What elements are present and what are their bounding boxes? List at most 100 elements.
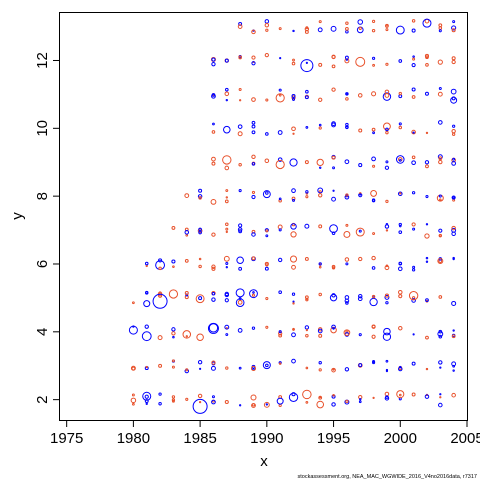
bubble-point (451, 225, 456, 231)
bubble-point (291, 97, 296, 101)
bubble-point (411, 19, 416, 23)
bubble-point (171, 395, 176, 399)
bubble-point (304, 26, 310, 32)
bubble-point (451, 25, 457, 31)
bubble-point (211, 232, 216, 237)
bubble-point (451, 300, 457, 306)
bubble-point (411, 160, 416, 166)
bubble-point (130, 365, 136, 371)
bubble-point (304, 325, 310, 330)
bubble-point (398, 59, 403, 63)
bubble-point (344, 194, 350, 200)
bubble-point (224, 324, 230, 330)
bubble-point (345, 193, 349, 197)
bubble-point (144, 324, 149, 329)
bubble-point (318, 327, 323, 332)
bubble-point-large (235, 288, 245, 298)
bubble-point (251, 326, 256, 330)
bubble-point (265, 98, 269, 102)
bubble-point (251, 232, 256, 237)
bubble-point (425, 298, 429, 303)
bubble-point (199, 367, 202, 370)
bubble-point (211, 57, 216, 62)
bubble-point (132, 402, 135, 406)
bubble-point (158, 291, 162, 295)
bubble-point (371, 28, 376, 33)
bubble-point (371, 127, 376, 132)
bubble-point (131, 393, 135, 397)
bubble-point (251, 29, 256, 35)
bubble-point (438, 194, 442, 198)
bubble-point (265, 363, 269, 368)
bubble-point-large (142, 391, 152, 401)
bubble-point (372, 232, 376, 236)
bubble-point (171, 327, 176, 332)
bubble-point (398, 393, 402, 397)
bubble-point (451, 132, 456, 136)
bubble-point (305, 334, 309, 338)
bubble-point (383, 327, 391, 336)
bubble-point (437, 331, 444, 337)
bubble-point (196, 333, 204, 341)
bubble-point (382, 92, 392, 101)
bubble-point (264, 19, 270, 24)
bubble-point (358, 363, 363, 368)
bubble-point (317, 187, 324, 194)
bubble-point (171, 398, 176, 402)
bubble-point (411, 361, 416, 366)
bubble-point (451, 227, 457, 233)
bubble-point (438, 159, 443, 165)
bubble-point (451, 56, 456, 61)
bubble-point (408, 290, 419, 301)
bubble-point (251, 256, 256, 261)
bubble-point (225, 222, 229, 227)
bubble-point (397, 266, 403, 272)
bubble-point (425, 194, 429, 199)
bubble-point (211, 93, 216, 99)
bubble-point (238, 223, 243, 228)
bubble-point (438, 29, 442, 33)
bubble-point (438, 234, 442, 238)
bubble-point (158, 266, 162, 271)
bubble-point (238, 366, 242, 370)
bubble-point (411, 95, 416, 99)
bubble-point (198, 400, 202, 404)
bubble-point (331, 231, 336, 236)
bubble-point (172, 265, 175, 268)
x-tick-label: 1975 (50, 430, 83, 447)
bubble-point (371, 266, 376, 270)
bubble-point (384, 165, 390, 170)
bubble-point (345, 122, 349, 127)
bubble-point (331, 122, 336, 128)
bubble-point (237, 299, 243, 305)
bubble-point (210, 198, 217, 205)
bubble-point (385, 199, 389, 204)
bubble-point (184, 290, 189, 295)
bubble-point (450, 88, 457, 95)
bubble-point (141, 331, 152, 342)
bubble-point (264, 261, 269, 266)
bubble-point (451, 161, 457, 166)
bubble-point (438, 26, 443, 30)
bubble-point (278, 290, 282, 295)
bubble-points (128, 18, 458, 414)
bubble-point (211, 395, 215, 399)
bubble-point (385, 130, 389, 135)
y-tick-label: 4 (34, 328, 51, 336)
bubble-point (184, 193, 190, 199)
bubble-point (452, 369, 455, 372)
y-axis: 2 4 6 8 10 12 (34, 52, 60, 404)
bubble-point (317, 27, 323, 33)
bubble-point (331, 367, 336, 373)
bubble-point (318, 224, 323, 229)
bubble-point (384, 396, 390, 401)
bubble-point (238, 99, 242, 102)
bubble-point (332, 368, 335, 371)
bubble-point (265, 263, 269, 267)
bubble-point (304, 257, 309, 261)
bubble-point (331, 155, 336, 160)
bubble-point (225, 230, 228, 234)
bubble-point (397, 191, 403, 197)
bubble-point (225, 266, 228, 269)
bubble-point (224, 91, 230, 97)
